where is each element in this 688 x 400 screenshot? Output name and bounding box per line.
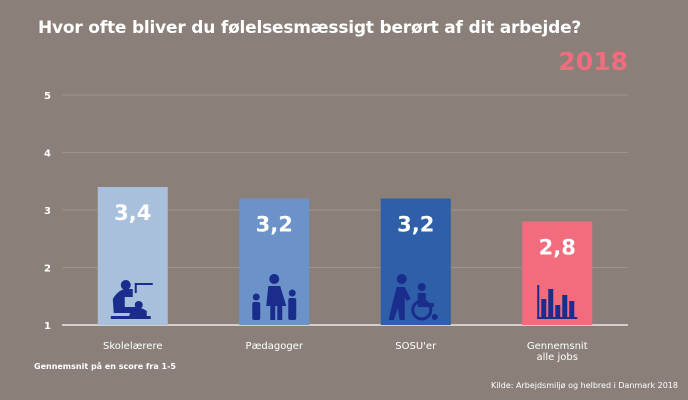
y-tick-label: 5 — [44, 91, 51, 102]
y-tick-label: 2 — [44, 264, 51, 275]
bar-chart-icon — [537, 285, 578, 319]
category-labels: Skolelærere Pædagoger SOSU'er Gennemsnitall… — [103, 341, 588, 363]
chart-title: Hvor ofte bliver du følelsesmæssigt berø… — [38, 18, 582, 38]
y-tick-label: 3 — [44, 206, 51, 217]
teacher-icon — [110, 280, 153, 319]
bar-value-label: 3,2 — [397, 213, 434, 237]
bar-value-label: 2,8 — [539, 236, 576, 260]
category-label: Skolelærere — [103, 341, 163, 352]
bar-value-label: 3,4 — [114, 201, 151, 225]
source-note: Kilde: Arbejdsmiljø og helbred i Danmark… — [491, 381, 678, 390]
family-icon — [252, 274, 297, 320]
footnote: Gennemsnit på en score fra 1-5 — [34, 362, 176, 371]
bar — [97, 187, 168, 325]
year-label: 2018 — [558, 47, 628, 76]
y-tick-label: 1 — [44, 321, 51, 332]
category-label: Gennemsnit — [527, 341, 588, 352]
caregiver-wheelchair-icon — [388, 274, 438, 321]
y-tick-label: 4 — [44, 149, 51, 160]
category-label: SOSU'er — [395, 341, 437, 352]
category-label: Pædagoger — [246, 341, 304, 352]
bar-value-label: 3,2 — [256, 213, 293, 237]
bars: 3,4 3,2 3,2 2,8 — [97, 187, 593, 325]
y-axis: 1 2 3 4 5 — [44, 91, 51, 332]
category-label: alle jobs — [537, 352, 578, 363]
